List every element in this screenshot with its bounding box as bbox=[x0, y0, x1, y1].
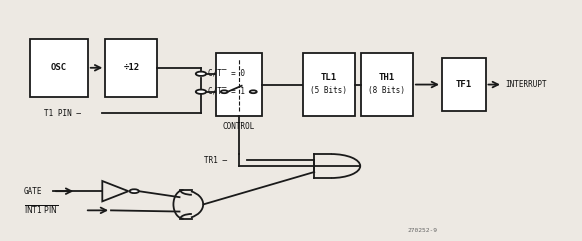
Text: (5 Bits): (5 Bits) bbox=[310, 86, 347, 95]
Text: $\overline{\mathrm{INT1\ PIN}}$: $\overline{\mathrm{INT1\ PIN}}$ bbox=[24, 204, 58, 216]
Circle shape bbox=[196, 72, 206, 76]
Text: T1 PIN —: T1 PIN — bbox=[44, 109, 81, 118]
Text: GATE: GATE bbox=[24, 187, 42, 196]
Text: TL1: TL1 bbox=[321, 73, 337, 82]
Bar bbox=[30, 39, 88, 97]
Text: (8 Bits): (8 Bits) bbox=[368, 86, 405, 95]
Bar bbox=[361, 54, 413, 116]
Text: TF1: TF1 bbox=[456, 80, 472, 89]
Text: CONTROL: CONTROL bbox=[222, 122, 255, 131]
Text: C/T̅ = 0: C/T̅ = 0 bbox=[208, 68, 245, 77]
Bar bbox=[303, 54, 355, 116]
Text: TH1: TH1 bbox=[379, 73, 395, 82]
Text: INTERRUPT: INTERRUPT bbox=[505, 80, 547, 89]
Circle shape bbox=[130, 189, 139, 193]
Circle shape bbox=[196, 90, 206, 94]
Circle shape bbox=[221, 90, 228, 93]
Text: 270252-9: 270252-9 bbox=[407, 228, 437, 233]
Circle shape bbox=[250, 90, 257, 93]
Text: ÷12: ÷12 bbox=[123, 63, 140, 72]
Text: C/T̅ = 1: C/T̅ = 1 bbox=[208, 86, 245, 95]
Bar bbox=[215, 54, 262, 116]
Bar bbox=[105, 39, 158, 97]
Text: TR1 —: TR1 — bbox=[204, 155, 227, 165]
Text: OSC: OSC bbox=[51, 63, 67, 72]
Bar bbox=[442, 58, 485, 111]
